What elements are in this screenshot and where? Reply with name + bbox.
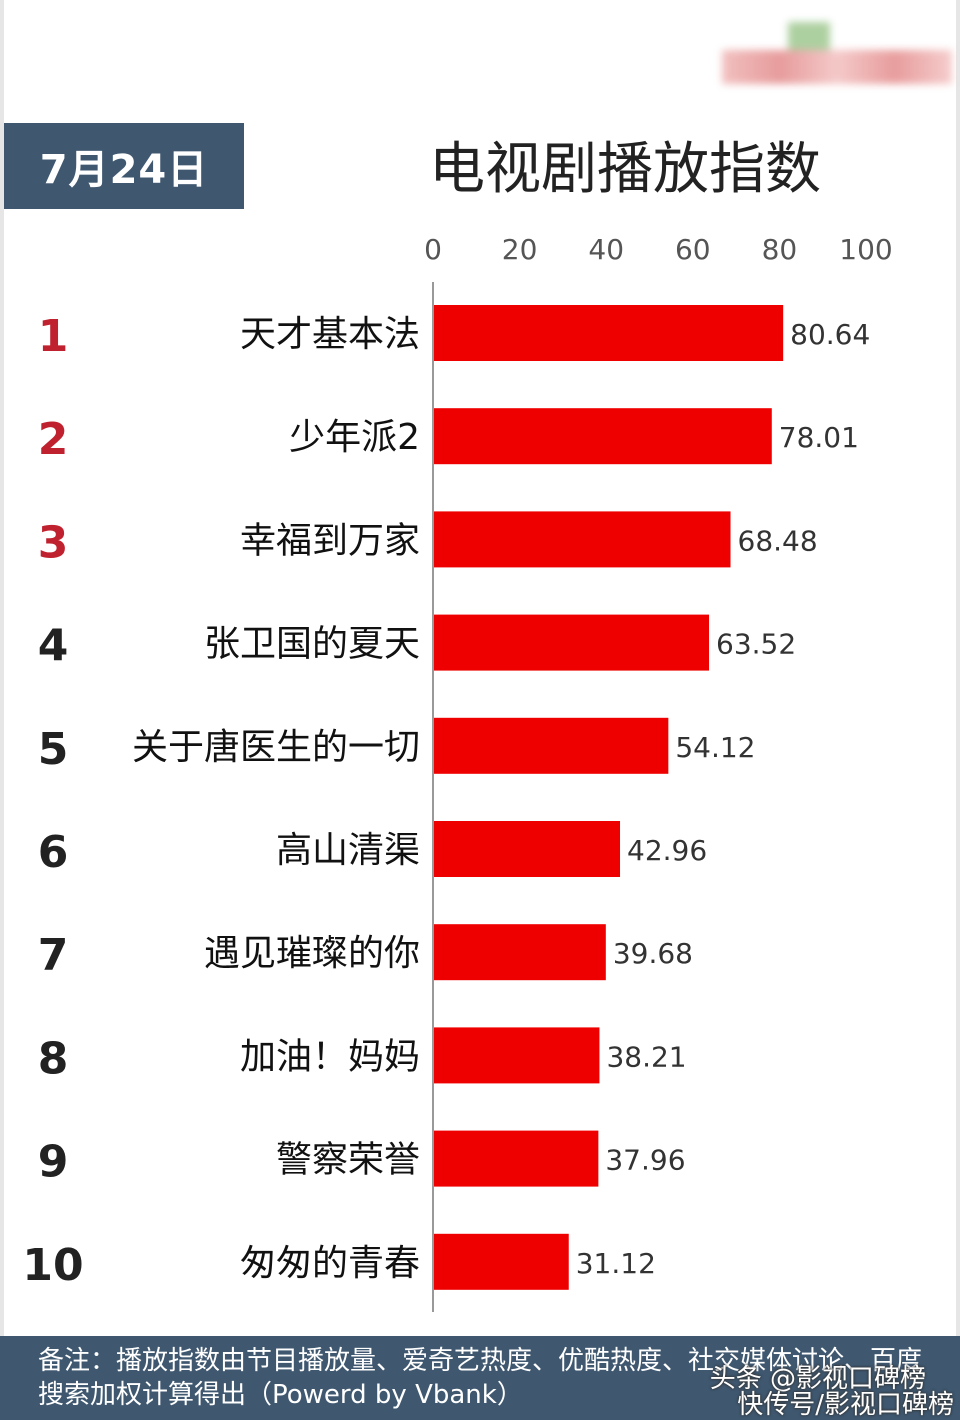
x-tick-label: 80 bbox=[762, 233, 798, 266]
watermark-line2: 快传号/影视口碑榜 bbox=[737, 1390, 954, 1420]
bar bbox=[434, 511, 731, 568]
rank-number: 8 bbox=[38, 1033, 69, 1084]
bar-value-label: 54.12 bbox=[675, 731, 755, 764]
bar-value-label: 39.68 bbox=[613, 937, 693, 970]
bar-value-label: 68.48 bbox=[738, 524, 818, 557]
bar bbox=[434, 305, 784, 361]
footer-note-text: 备注：播放指数由节目播放量、爱奇艺热度、优酷热度、社交媒体讨论、百度搜索加权计算… bbox=[38, 1346, 923, 1410]
x-tick-label: 20 bbox=[502, 233, 538, 266]
bar bbox=[434, 1233, 569, 1290]
bar-value-label: 78.01 bbox=[779, 421, 859, 454]
bar bbox=[434, 1130, 599, 1187]
x-tick-label: 60 bbox=[675, 233, 711, 266]
x-tick-label: 40 bbox=[588, 233, 624, 266]
watermark: 头条 @影视口碑榜 快传号/影视口碑榜 bbox=[710, 1366, 954, 1418]
footer-note: 备注：播放指数由节目播放量、爱奇艺热度、优酷热度、社交媒体讨论、百度搜索加权计算… bbox=[0, 1336, 960, 1420]
rank-number: 1 bbox=[38, 311, 69, 362]
category-label: 高山清渠 bbox=[276, 830, 420, 871]
rank-number: 6 bbox=[38, 827, 69, 878]
rank-number: 2 bbox=[38, 414, 69, 465]
bar-value-label: 37.96 bbox=[605, 1144, 685, 1177]
bar-value-label: 31.12 bbox=[576, 1247, 656, 1280]
date-badge: 7月24日 bbox=[4, 123, 244, 209]
chart-title: 电视剧播放指数 bbox=[429, 137, 821, 202]
bar-value-label: 38.21 bbox=[606, 1040, 686, 1073]
category-label: 关于唐医生的一切 bbox=[132, 727, 420, 768]
bar-value-label: 42.96 bbox=[627, 834, 707, 867]
bar bbox=[434, 821, 621, 877]
rank-number: 10 bbox=[22, 1240, 83, 1291]
category-label: 天才基本法 bbox=[240, 314, 420, 355]
bar bbox=[434, 924, 606, 981]
bar bbox=[434, 408, 772, 465]
bar bbox=[434, 614, 710, 671]
category-label: 加油！妈妈 bbox=[240, 1036, 420, 1077]
rank-number: 3 bbox=[38, 517, 69, 568]
bar-value-label: 63.52 bbox=[716, 628, 796, 661]
x-tick-label: 100 bbox=[839, 233, 892, 266]
category-label: 匆匆的青春 bbox=[240, 1243, 420, 1284]
rank-number: 7 bbox=[38, 930, 69, 981]
category-label: 警察荣誉 bbox=[276, 1140, 420, 1181]
bar-chart: 0 20 40 60 80 100 80.64 天才基本法 1 78.01 少年派2 2 68.48 幸福… bbox=[22, 233, 893, 1312]
category-label: 少年派2 bbox=[289, 417, 420, 458]
category-label: 张卫国的夏天 bbox=[204, 624, 420, 665]
blurred-logo bbox=[722, 20, 952, 100]
date-label: 7月24日 bbox=[39, 147, 209, 193]
watermark-line1: 头条 @影视口碑榜 bbox=[709, 1364, 926, 1394]
bar bbox=[434, 717, 669, 774]
category-label: 遇见璀璨的你 bbox=[204, 933, 420, 974]
rank-number: 5 bbox=[38, 724, 69, 775]
rank-number: 9 bbox=[38, 1137, 69, 1188]
bar-value-label: 80.64 bbox=[790, 318, 870, 351]
bar bbox=[434, 1027, 600, 1084]
x-tick-label: 0 bbox=[424, 233, 442, 266]
rank-number: 4 bbox=[38, 621, 69, 672]
category-label: 幸福到万家 bbox=[240, 520, 420, 561]
